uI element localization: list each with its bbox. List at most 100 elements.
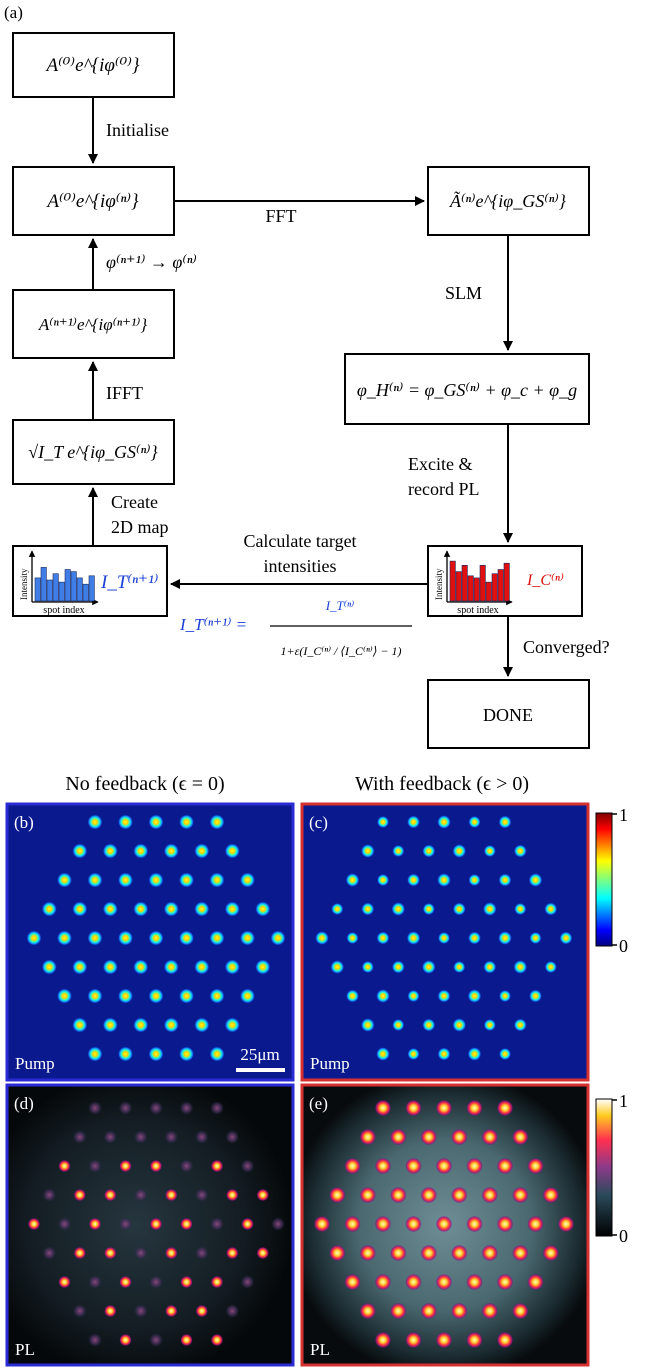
panel-e-label: (e) [309,1094,328,1113]
histogram-measured: Intensity spot index I_C⁽ⁿ⁾ [427,545,583,617]
panel-e-spot [375,1100,391,1116]
panel-b-spot [163,959,179,975]
panel-b-spot [41,901,57,917]
panel-d-spot [58,1160,71,1172]
panel-d-spot [256,1189,269,1201]
panel-c-pump-feedback: (c) Pump [300,802,590,1082]
step-create-line1: Create [111,492,158,512]
panel-c-spot [391,902,406,916]
panel-d-spots [28,1101,285,1347]
panel-e-spot [466,1100,483,1116]
histogram-target-bar [58,581,65,602]
panel-label-a: (a) [4,3,23,22]
panel-e-spot [405,1274,422,1290]
panel-d-spot [179,1159,194,1173]
panel-c-spot [422,903,435,915]
panel-b-spot [194,1017,210,1033]
panel-c-spot [392,1019,405,1031]
step-initialise: Initialise [106,120,169,140]
panel-b-spot [179,1046,194,1062]
panel-b-spot [72,1017,88,1033]
panel-c-spot [376,931,390,945]
scale-bar-label: 25μm [240,1045,279,1064]
panel-b-spot [133,1017,149,1033]
panel-e-spot [436,1274,452,1290]
panel-d-spot [103,1130,118,1144]
histogram-target-xlabel: spot index [43,605,84,616]
panel-b-spot [209,1046,225,1062]
panel-c-spot [529,989,542,1003]
panel-b-spot [224,1017,240,1033]
panel-c-spot [361,844,375,858]
histogram-measured-label: I_C⁽ⁿ⁾ [526,572,564,589]
step-fft: FFT [265,206,296,226]
panel-e-spot [497,1274,513,1290]
panel-c-spot [331,903,344,915]
panel-c-spot [499,990,511,1002]
panel-c-spot [544,902,558,916]
panel-b-spot [118,872,133,888]
panel-b-spot [179,814,194,830]
panel-c-spot [407,815,420,829]
panel-e-spot [466,1216,483,1232]
panel-c-spot [377,874,389,886]
panel-c-spot [467,989,482,1003]
panel-d-spot [164,1130,179,1144]
panel-c-spot [453,961,466,973]
panel-c-spot [468,816,481,828]
panel-d-spot [165,1247,178,1259]
panel-c-spot [498,873,512,887]
panel-c-spot [406,931,421,945]
panel-b-spot [163,843,179,859]
step-calc-line2: intensities [264,556,337,576]
panel-d-spot [133,1304,148,1318]
panel-c-spot [559,931,573,945]
panel-c-caption: Pump [310,1054,350,1073]
panel-b-spot [72,843,88,859]
equation-lhs: I_T⁽ⁿ⁺¹⁾ = [179,615,247,634]
panel-d-spot [211,1276,223,1288]
panel-d-spot [240,1275,255,1289]
panel-c-spot [483,845,496,857]
panel-e-spot [420,1245,437,1261]
panel-d-spot [225,1130,240,1144]
histogram-measured-bar [473,577,480,602]
panel-e-spot [512,1129,529,1145]
panel-d-spot [194,1188,209,1202]
panel-c-spot [452,844,467,858]
panel-e-pl-feedback: (e) PL [300,1083,590,1367]
panel-c-spot [392,845,405,857]
panel-c-spot [330,960,345,974]
panel-c-spot [468,931,481,945]
panel-e-spot [390,1245,407,1261]
panel-b-spot [118,988,133,1004]
panel-b-spot [87,930,103,946]
colorbar-hot: 1 0 [595,1091,628,1246]
panel-d-spot [149,1101,163,1115]
histogram-measured-bar [479,564,486,602]
panel-e-spot [512,1187,529,1203]
colorbar-jet-max: 1 [619,805,628,825]
panel-e-spot [359,1129,376,1145]
panel-c-spot [483,1019,496,1031]
histogram-target-bar [70,571,77,602]
panel-c-spot [452,1018,467,1032]
panel-b-spot [163,901,179,917]
panel-b-spot [87,872,103,888]
panel-b-spot [87,1046,103,1062]
panel-b-spot [57,988,72,1004]
step-converged: Converged? [523,637,610,657]
panel-d-spot [180,1276,193,1288]
histogram-measured-bars [449,560,510,602]
panel-e-spot [451,1245,468,1261]
panel-b-spot [133,959,149,975]
step-ifft: IFFT [106,383,143,403]
panel-d-spot [271,1217,285,1231]
panel-d-spot [133,1130,148,1144]
box-target-field-text: √I_T e^{iφ_GS⁽ⁿ⁾} [28,442,158,462]
panel-c-spot [377,816,389,828]
panel-b-spot [194,901,210,917]
panel-c-spot [407,990,420,1002]
panel-e-spot [359,1245,376,1261]
panel-d-spot [149,1333,163,1347]
